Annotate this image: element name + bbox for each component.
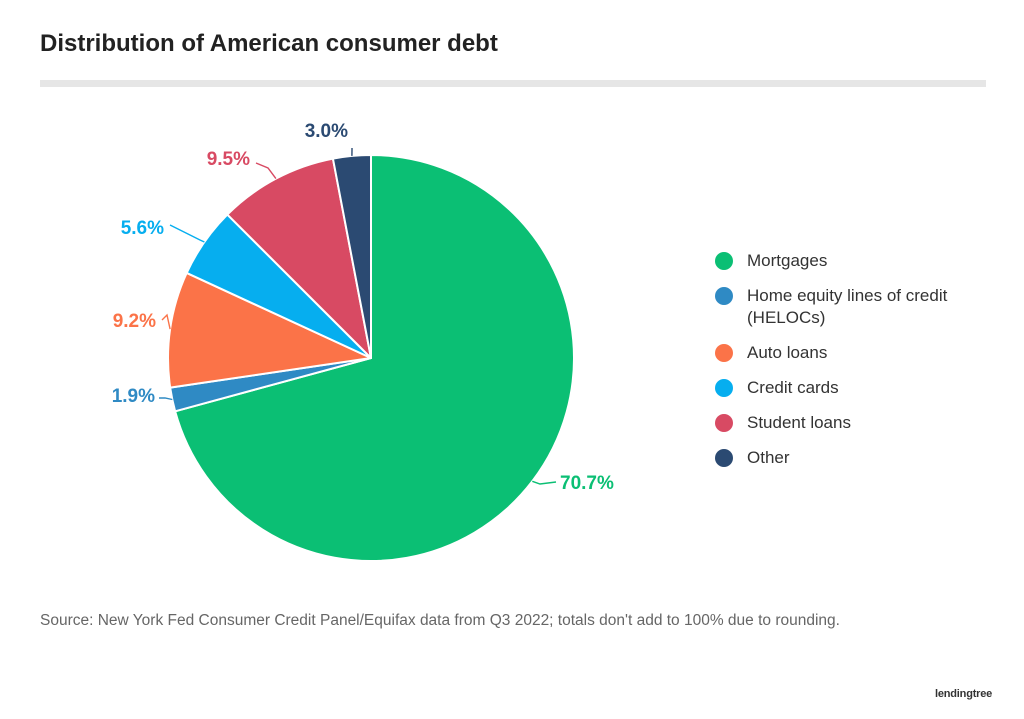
brand-logo: lendingtree <box>935 688 993 700</box>
data-label: 9.2% <box>113 311 156 332</box>
pie-slice-mortgages <box>174 154 575 562</box>
legend-label: Other <box>747 448 790 467</box>
legend-label: Auto loans <box>747 343 828 362</box>
legend-swatch <box>715 449 733 467</box>
legend-label: Mortgages <box>747 251 828 270</box>
pie-slice-student-loans <box>226 157 372 359</box>
leader-line <box>532 480 557 485</box>
legend-swatch <box>715 414 733 432</box>
legend-item: Credit cards <box>715 377 977 399</box>
leader-line <box>255 162 277 180</box>
legend-item: Home equity lines of credit (HELOCs) <box>715 285 977 329</box>
pie-slice-other <box>331 154 372 359</box>
chart-title: Distribution of American consumer debt <box>40 30 498 57</box>
legend-label: Home equity lines of credit (HELOCs) <box>747 286 948 327</box>
leader-line <box>159 397 173 401</box>
legend-swatch <box>715 379 733 397</box>
leader-line <box>169 224 205 243</box>
chart-legend: Mortgages Home equity lines of credit (HE… <box>715 250 977 482</box>
title-divider <box>40 80 986 87</box>
legend-item: Auto loans <box>715 342 977 364</box>
legend-label: Credit cards <box>747 378 839 397</box>
legend-label: Student loans <box>747 413 851 432</box>
legend-item: Other <box>715 447 977 469</box>
source-note: Source: New York Fed Consumer Credit Pan… <box>40 612 840 629</box>
legend-item: Mortgages <box>715 250 977 272</box>
legend-swatch <box>715 252 733 270</box>
legend-swatch <box>715 287 733 305</box>
data-label: 1.9% <box>112 386 155 407</box>
legend-swatch <box>715 344 733 362</box>
leader-line <box>161 313 171 330</box>
data-label: 5.6% <box>121 218 164 239</box>
data-label: 9.5% <box>207 149 250 170</box>
legend-item: Student loans <box>715 412 977 434</box>
data-label: 3.0% <box>305 121 348 142</box>
data-label: 70.7% <box>560 473 614 494</box>
